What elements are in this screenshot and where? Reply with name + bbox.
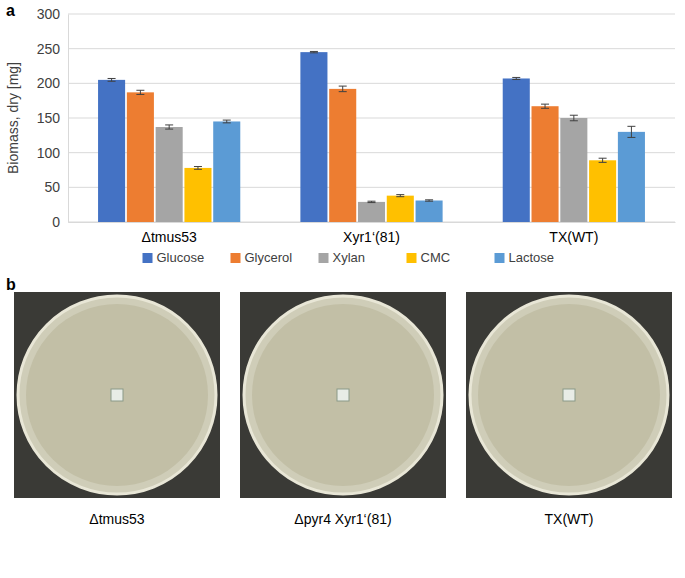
legend: Glucose Glycerol Xylan CMC Lactose: [143, 250, 555, 265]
grid-line: [68, 83, 675, 84]
y-tick-label: 150: [37, 110, 61, 126]
x-tick-label: TX(WT): [549, 229, 598, 245]
inoculum: [337, 389, 349, 401]
legend-swatch: [319, 253, 329, 263]
x-axis: Δtmus53 Xyr1‘(81) TX(WT): [69, 222, 676, 245]
error-bar: [425, 200, 433, 201]
petri-medium: [26, 304, 208, 486]
legend-label: Lactose: [509, 250, 555, 265]
bar: [156, 127, 183, 222]
plate-photo: [14, 292, 220, 498]
error-bar: [627, 126, 635, 137]
grid-line: [68, 48, 675, 49]
plot: 0 50 100 150 200 250 300 Δtmus53 Xyr1‘(81) TX(WT): [37, 6, 676, 245]
bar: [98, 80, 125, 222]
legend-item: Lactose: [495, 250, 555, 265]
legend-label: Glucose: [157, 250, 205, 265]
y-tick: 150: [37, 110, 68, 126]
error-bar: [223, 120, 231, 123]
plate-caption: Δtmus53: [89, 511, 144, 527]
error-bar: [541, 104, 549, 108]
error-bar: [599, 158, 607, 162]
panel-label: a: [6, 2, 15, 19]
error-bar: [396, 195, 404, 197]
x-tick-label: Δtmus53: [142, 229, 197, 245]
y-tick-label: 50: [44, 179, 60, 195]
y-tick-label: 0: [52, 214, 60, 230]
legend-swatch: [231, 253, 241, 263]
photo-background: [14, 292, 220, 498]
error-bar: [165, 125, 173, 129]
petri-medium: [252, 304, 434, 486]
error-bar: [368, 201, 376, 202]
bar: [416, 201, 443, 222]
y-axis-line: [68, 15, 69, 223]
legend-item: CMC: [407, 250, 451, 265]
panel-label: b: [6, 276, 16, 293]
inoculum: [111, 389, 123, 401]
y-tick: 300: [37, 6, 68, 22]
grid: [68, 14, 675, 222]
plate-caption: TX(WT): [545, 511, 594, 527]
error-bar: [136, 90, 144, 94]
legend-swatch: [495, 253, 505, 263]
y-tick-label: 300: [37, 6, 61, 22]
petri-dish: [18, 296, 216, 494]
legend-swatch: [407, 253, 417, 263]
y-tick: 100: [37, 145, 68, 161]
x-axis-line: [69, 222, 676, 223]
x-tick-label: Xyr1‘(81): [343, 229, 400, 245]
y-tick: 200: [37, 75, 68, 91]
bar: [560, 118, 587, 222]
error-bar: [108, 78, 116, 81]
bar: [387, 196, 414, 222]
y-tick: 0: [52, 214, 68, 230]
y-tick-label: 100: [37, 145, 61, 161]
plate-photo: [466, 292, 672, 498]
bar: [127, 92, 154, 222]
bar: [618, 132, 645, 222]
legend-item: Glycerol: [231, 250, 293, 265]
grid-line: [68, 14, 675, 15]
y-tick: 250: [37, 41, 68, 57]
legend-label: Xylan: [333, 250, 366, 265]
petri-medium: [478, 304, 660, 486]
petri-dish: [470, 296, 668, 494]
y-tick: 50: [44, 179, 68, 195]
bar: [300, 52, 327, 222]
error-bar: [310, 51, 318, 52]
bar: [532, 106, 559, 222]
plate-photo: [240, 292, 446, 498]
figure: a b 0 50 100 150 200 250 300 Δtmus53 Xyr1‘(81) TX(W…: [0, 0, 685, 578]
inoculum: [563, 389, 575, 401]
x-tick: TX(WT): [549, 222, 598, 245]
x-tick: Δtmus53: [142, 222, 197, 245]
legend-item: Glucose: [143, 250, 205, 265]
legend-item: Xylan: [319, 250, 366, 265]
y-axis: 0 50 100 150 200 250 300: [37, 6, 69, 230]
legend-label: CMC: [421, 250, 451, 265]
y-axis-title: Biomass, dry [mg]: [5, 62, 21, 174]
photo-background: [240, 292, 446, 498]
plate-caption: Δpyr4 Xyr1‘(81): [294, 511, 391, 527]
y-tick-label: 200: [37, 75, 61, 91]
error-bar: [339, 86, 347, 92]
legend-swatch: [143, 253, 153, 263]
bar: [589, 160, 616, 222]
error-bar: [512, 77, 520, 79]
bar: [213, 121, 240, 222]
bars: [98, 51, 645, 222]
bar: [358, 202, 385, 222]
y-tick-label: 250: [37, 41, 61, 57]
bar: [184, 168, 211, 222]
petri-dish: [244, 296, 442, 494]
bar: [329, 89, 356, 222]
x-tick: Xyr1‘(81): [343, 222, 400, 245]
error-bar: [194, 167, 202, 170]
error-bar: [570, 115, 578, 121]
photo-background: [466, 292, 672, 498]
bar: [503, 78, 530, 222]
legend-label: Glycerol: [245, 250, 293, 265]
